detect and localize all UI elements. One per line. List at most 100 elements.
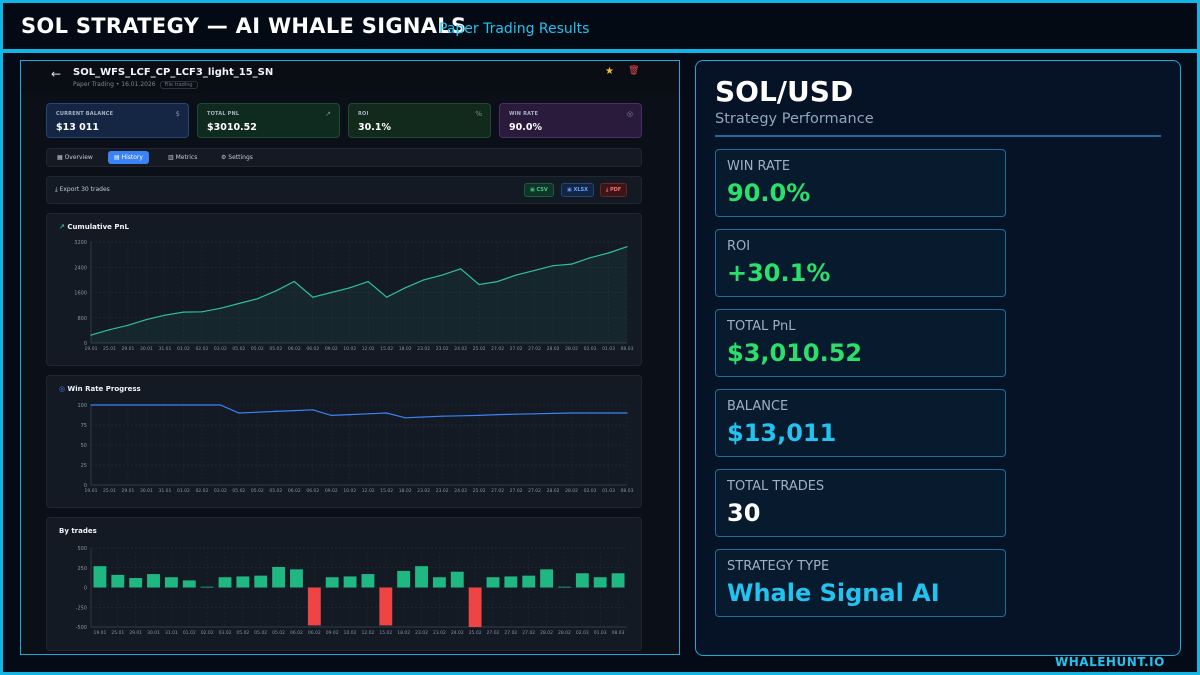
x-tick-label: 24.02 <box>454 488 467 494</box>
trade-bar <box>397 570 411 588</box>
xlsx-label: XLSX <box>573 187 588 193</box>
data-point <box>533 269 536 272</box>
trash-icon[interactable]: 🗑 <box>628 66 640 76</box>
trade-bar <box>307 587 321 626</box>
data-point <box>145 319 148 321</box>
tab-bar: ▦ Overview ▤ History ▥ Metrics ⚙ Setting… <box>46 148 642 167</box>
metric-card-balance: BALANCE $13,011 <box>715 389 1006 457</box>
tab-metrics[interactable]: ▥ Metrics <box>168 154 198 161</box>
trade-bar <box>200 586 214 588</box>
x-tick-label: 05.02 <box>269 488 282 494</box>
y-tick-label: 50 <box>81 443 87 449</box>
trade-bar <box>272 566 286 588</box>
metric-card-win-rate: WIN RATE 90.0% <box>715 149 1006 217</box>
meta-badge: File trading <box>159 81 198 89</box>
x-tick-label: 10.02 <box>344 630 357 636</box>
x-tick-label: 30.01 <box>140 346 153 352</box>
page-title: SOL STRATEGY — AI WHALE SIGNALS <box>21 14 467 38</box>
x-tick-label: 29.01 <box>122 346 135 352</box>
data-point <box>626 412 628 414</box>
back-arrow-icon[interactable]: ← <box>51 67 62 81</box>
data-point <box>404 417 406 419</box>
x-tick-label: 23.02 <box>415 630 428 636</box>
export-pdf-button[interactable]: ⤓ PDF <box>600 183 628 197</box>
metric-value: Whale Signal AI <box>727 579 940 607</box>
chart-title-text: Win Rate Progress <box>67 385 141 393</box>
trade-bar <box>593 577 607 588</box>
x-tick-label: 23.02 <box>417 488 430 494</box>
x-tick-label: 06.02 <box>288 346 301 352</box>
trade-bar <box>540 569 554 588</box>
data-point <box>349 414 351 416</box>
trade-bar <box>343 576 357 588</box>
data-point <box>367 413 369 415</box>
export-xlsx-button[interactable]: ▣ XLSX <box>561 183 594 197</box>
y-tick-label: 2400 <box>74 265 87 271</box>
trade-bar <box>182 580 196 588</box>
strategy-meta: Paper Trading • 16.01.2026 File trading <box>73 81 198 89</box>
metric-card-total-pnl: TOTAL PnL $3,010.52 <box>715 309 1006 377</box>
export-csv-button[interactable]: ▣ CSV <box>524 183 554 197</box>
trade-bar <box>254 575 268 588</box>
stat-value: 30.1% <box>358 122 391 133</box>
metric-label: TOTAL TRADES <box>727 479 825 494</box>
csv-label: CSV <box>536 187 548 193</box>
metric-card-strategy-type: STRATEGY TYPE Whale Signal AI <box>715 549 1006 617</box>
x-tick-label: 10.02 <box>343 346 356 352</box>
x-tick-label: 23.02 <box>417 346 430 352</box>
x-tick-label: 28.02 <box>540 630 553 636</box>
dollar-icon: $ <box>175 110 180 118</box>
data-point <box>312 409 314 411</box>
data-point <box>330 414 332 416</box>
chart-title: ↗ Cumulative PnL <box>59 223 129 231</box>
x-tick-label: 27.02 <box>510 488 523 494</box>
y-tick-label: 500 <box>77 546 87 552</box>
data-point <box>256 298 258 300</box>
tab-label: Metrics <box>175 154 198 161</box>
x-tick-label: 02.03 <box>584 346 597 352</box>
data-point <box>515 274 517 276</box>
x-tick-label: 05.02 <box>232 346 245 352</box>
tab-history[interactable]: ▤ History <box>108 151 149 164</box>
y-tick-label: 75 <box>81 423 87 429</box>
data-point <box>423 416 425 418</box>
tab-overview[interactable]: ▦ Overview <box>57 154 93 161</box>
trade-bar <box>558 586 571 588</box>
data-point <box>312 296 314 298</box>
tab-settings[interactable]: ⚙ Settings <box>221 154 253 161</box>
y-tick-label: 800 <box>77 316 87 322</box>
data-point <box>127 404 129 406</box>
x-tick-label: 05.02 <box>269 346 282 352</box>
x-tick-label: 31.01 <box>165 630 178 636</box>
data-point <box>238 302 240 305</box>
metric-label: TOTAL PnL <box>727 319 796 334</box>
metric-value: 90.0% <box>727 179 811 207</box>
data-point <box>108 329 111 331</box>
stat-value: $13 011 <box>56 122 99 133</box>
metric-card-total-trades: TOTAL TRADES 30 <box>715 469 1006 537</box>
x-tick-label: 06.02 <box>306 346 319 352</box>
x-tick-label: 12.02 <box>362 488 375 494</box>
y-tick-label: 25 <box>81 463 87 469</box>
data-point <box>423 279 425 281</box>
app-screenshot-panel: ← SOL_WFS_LCF_CP_LCF3_light_15_SN Paper … <box>20 60 680 655</box>
x-tick-label: 29.01 <box>129 630 142 636</box>
x-tick-label: 25.01 <box>103 488 116 494</box>
star-icon[interactable]: ★ <box>605 66 614 77</box>
stat-card-winrate: WIN RATE 90.0% ◎ <box>499 103 642 138</box>
stat-value: 90.0% <box>509 122 542 133</box>
data-point <box>515 413 517 415</box>
chart-title-text: Cumulative PnL <box>67 223 129 231</box>
title-divider <box>0 49 1200 53</box>
x-tick-label: 23.02 <box>436 488 449 494</box>
x-tick-label: 31.01 <box>158 346 171 352</box>
pair-title: SOL/USD <box>715 75 854 108</box>
x-tick-label: 30.01 <box>140 488 153 494</box>
data-point <box>478 284 480 286</box>
trade-bar <box>147 574 160 588</box>
data-point <box>219 307 221 309</box>
stat-card-pnl: TOTAL PNL $3010.52 ↗ <box>197 103 340 138</box>
x-tick-label: 12.02 <box>361 630 374 636</box>
x-tick-label: 15.02 <box>379 630 392 636</box>
x-tick-label: 27.02 <box>528 488 541 494</box>
